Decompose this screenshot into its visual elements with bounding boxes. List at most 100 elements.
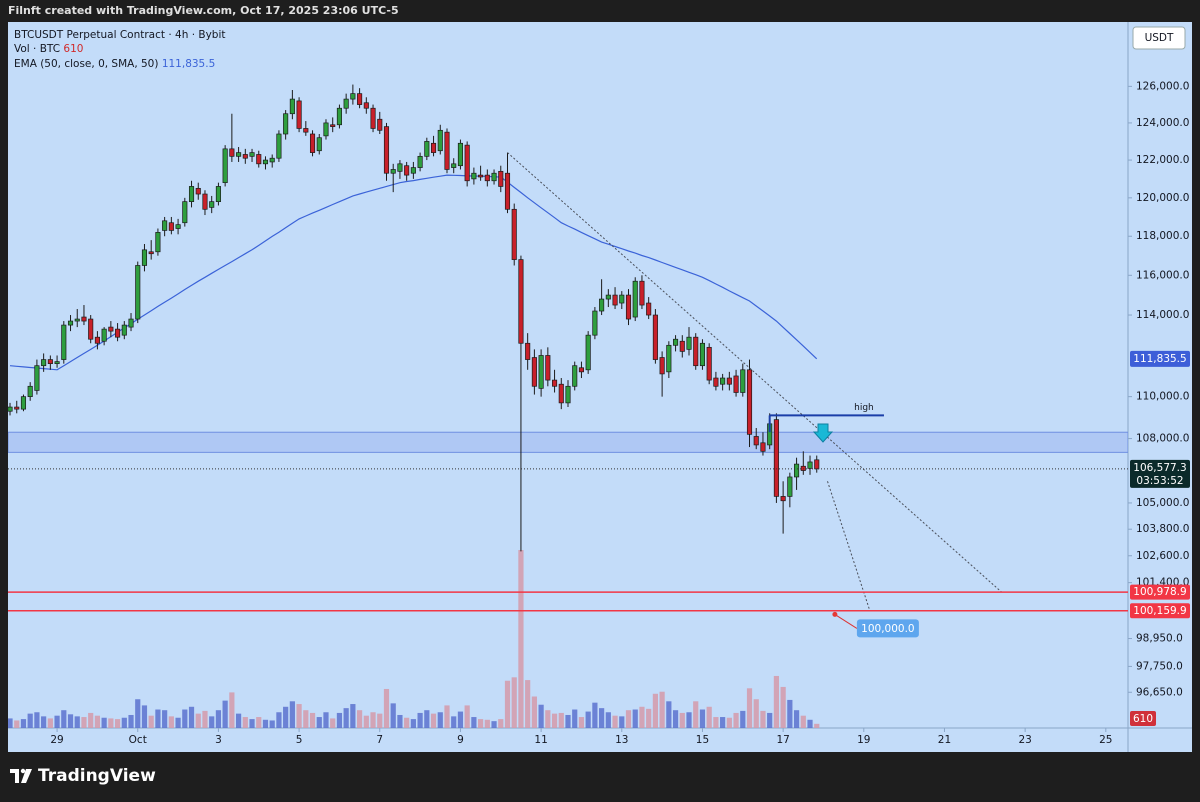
candle-body xyxy=(242,154,248,159)
volume-bar xyxy=(672,710,679,728)
candle-body xyxy=(807,461,813,469)
candle-body xyxy=(276,133,282,159)
volume-bar xyxy=(693,701,699,728)
candle-body xyxy=(740,369,746,393)
volume-bar xyxy=(457,711,464,728)
candle-body xyxy=(430,142,437,153)
candle-body xyxy=(141,249,148,266)
candle-body xyxy=(632,280,638,318)
candle-body xyxy=(686,336,692,350)
candle-body xyxy=(162,220,168,231)
candle-body xyxy=(410,167,416,174)
y-tick-label: 116,000.0 xyxy=(1136,269,1189,281)
volume-bar xyxy=(269,720,275,728)
volume-bar xyxy=(451,716,457,728)
candle-body xyxy=(592,310,598,336)
trendline xyxy=(827,481,871,611)
y-tick-label: 108,000.0 xyxy=(1136,433,1189,445)
volume-bar xyxy=(121,717,127,728)
volume-bar xyxy=(289,701,295,728)
candle-body xyxy=(81,316,87,322)
y-tick-label: 98,950.0 xyxy=(1136,633,1183,645)
candle-body xyxy=(54,361,60,365)
candle-body xyxy=(720,377,726,385)
candle-body xyxy=(545,355,551,381)
volume-bar xyxy=(249,719,255,728)
volume-bar xyxy=(377,713,383,728)
target-label: 100,000.0 xyxy=(861,623,914,635)
volume-bar xyxy=(679,712,685,728)
candle-body xyxy=(14,406,20,410)
volume-bar xyxy=(491,721,497,728)
candle-body xyxy=(760,442,766,452)
zone xyxy=(8,431,1128,453)
candle-body xyxy=(67,320,74,326)
volume-bar xyxy=(390,703,396,728)
candle-body xyxy=(115,328,121,338)
candle-body xyxy=(538,355,544,389)
candle-body xyxy=(74,318,80,322)
volume-bar xyxy=(646,708,652,728)
currency-box xyxy=(1132,26,1186,50)
volume-bar xyxy=(666,701,672,728)
candle-body xyxy=(491,172,497,182)
candle-body xyxy=(41,359,47,367)
x-tick-label: 9 xyxy=(457,734,464,746)
candle-body xyxy=(195,187,201,195)
candle-body xyxy=(726,377,732,385)
candle-body xyxy=(27,385,33,397)
volume-bar xyxy=(27,713,33,728)
candle-body xyxy=(202,193,208,210)
volume-bar xyxy=(363,715,369,728)
candle-body xyxy=(511,208,517,260)
candle-body xyxy=(605,294,611,300)
candle-body xyxy=(357,93,363,105)
level-label-box xyxy=(1130,603,1190,619)
candle-body xyxy=(444,131,450,170)
volume-bar xyxy=(235,713,242,728)
candle-body xyxy=(397,163,403,172)
candle-body xyxy=(404,165,410,176)
volume-bar xyxy=(229,692,235,728)
candle-body xyxy=(558,383,564,404)
candle-body xyxy=(484,174,490,182)
volume-legend: Vol · BTC 610 xyxy=(14,43,83,55)
candle-body xyxy=(350,93,356,100)
y-tick-label: 96,650.0 xyxy=(1136,686,1183,698)
volume-bar xyxy=(202,710,208,728)
volume-bar xyxy=(303,710,309,728)
volume-bar xyxy=(773,675,780,728)
volume-bar xyxy=(746,688,753,728)
volume-bar xyxy=(67,714,74,728)
price-axis: 126,000.0 124,000.0 122,000.0 120,000.0 118,… xyxy=(50,80,1190,746)
candle-body xyxy=(599,298,605,312)
candle-body xyxy=(814,459,820,470)
candle-body xyxy=(229,148,235,157)
candle-body xyxy=(612,294,618,306)
candle-body xyxy=(693,336,699,367)
volume-bar xyxy=(283,706,289,728)
volume-bar xyxy=(538,704,544,728)
x-tick-label: 5 xyxy=(296,734,303,746)
x-tick-label: 15 xyxy=(696,734,709,746)
x-tick-label: 25 xyxy=(1099,734,1112,746)
volume-bar xyxy=(262,719,269,728)
volume-bar xyxy=(632,709,638,728)
candle-body xyxy=(256,154,262,165)
countdown: 03:53:52 xyxy=(1136,475,1183,487)
candle-body xyxy=(377,118,383,131)
candle-body xyxy=(733,375,739,393)
header: Filnft created with TradingView.com, Oct… xyxy=(8,4,399,17)
candle-body xyxy=(753,436,759,446)
candle-body xyxy=(249,152,255,157)
volume-bar xyxy=(625,710,632,728)
volume-bar xyxy=(8,718,13,728)
y-tick-label: 126,000.0 xyxy=(1136,80,1189,92)
candle-body xyxy=(128,318,134,328)
candle-body xyxy=(787,476,793,497)
volume-bar xyxy=(47,718,53,728)
volume-bar xyxy=(20,719,27,728)
candle-body xyxy=(673,338,679,346)
y-tick-label: 120,000.0 xyxy=(1136,192,1189,204)
candle-body xyxy=(652,314,658,360)
